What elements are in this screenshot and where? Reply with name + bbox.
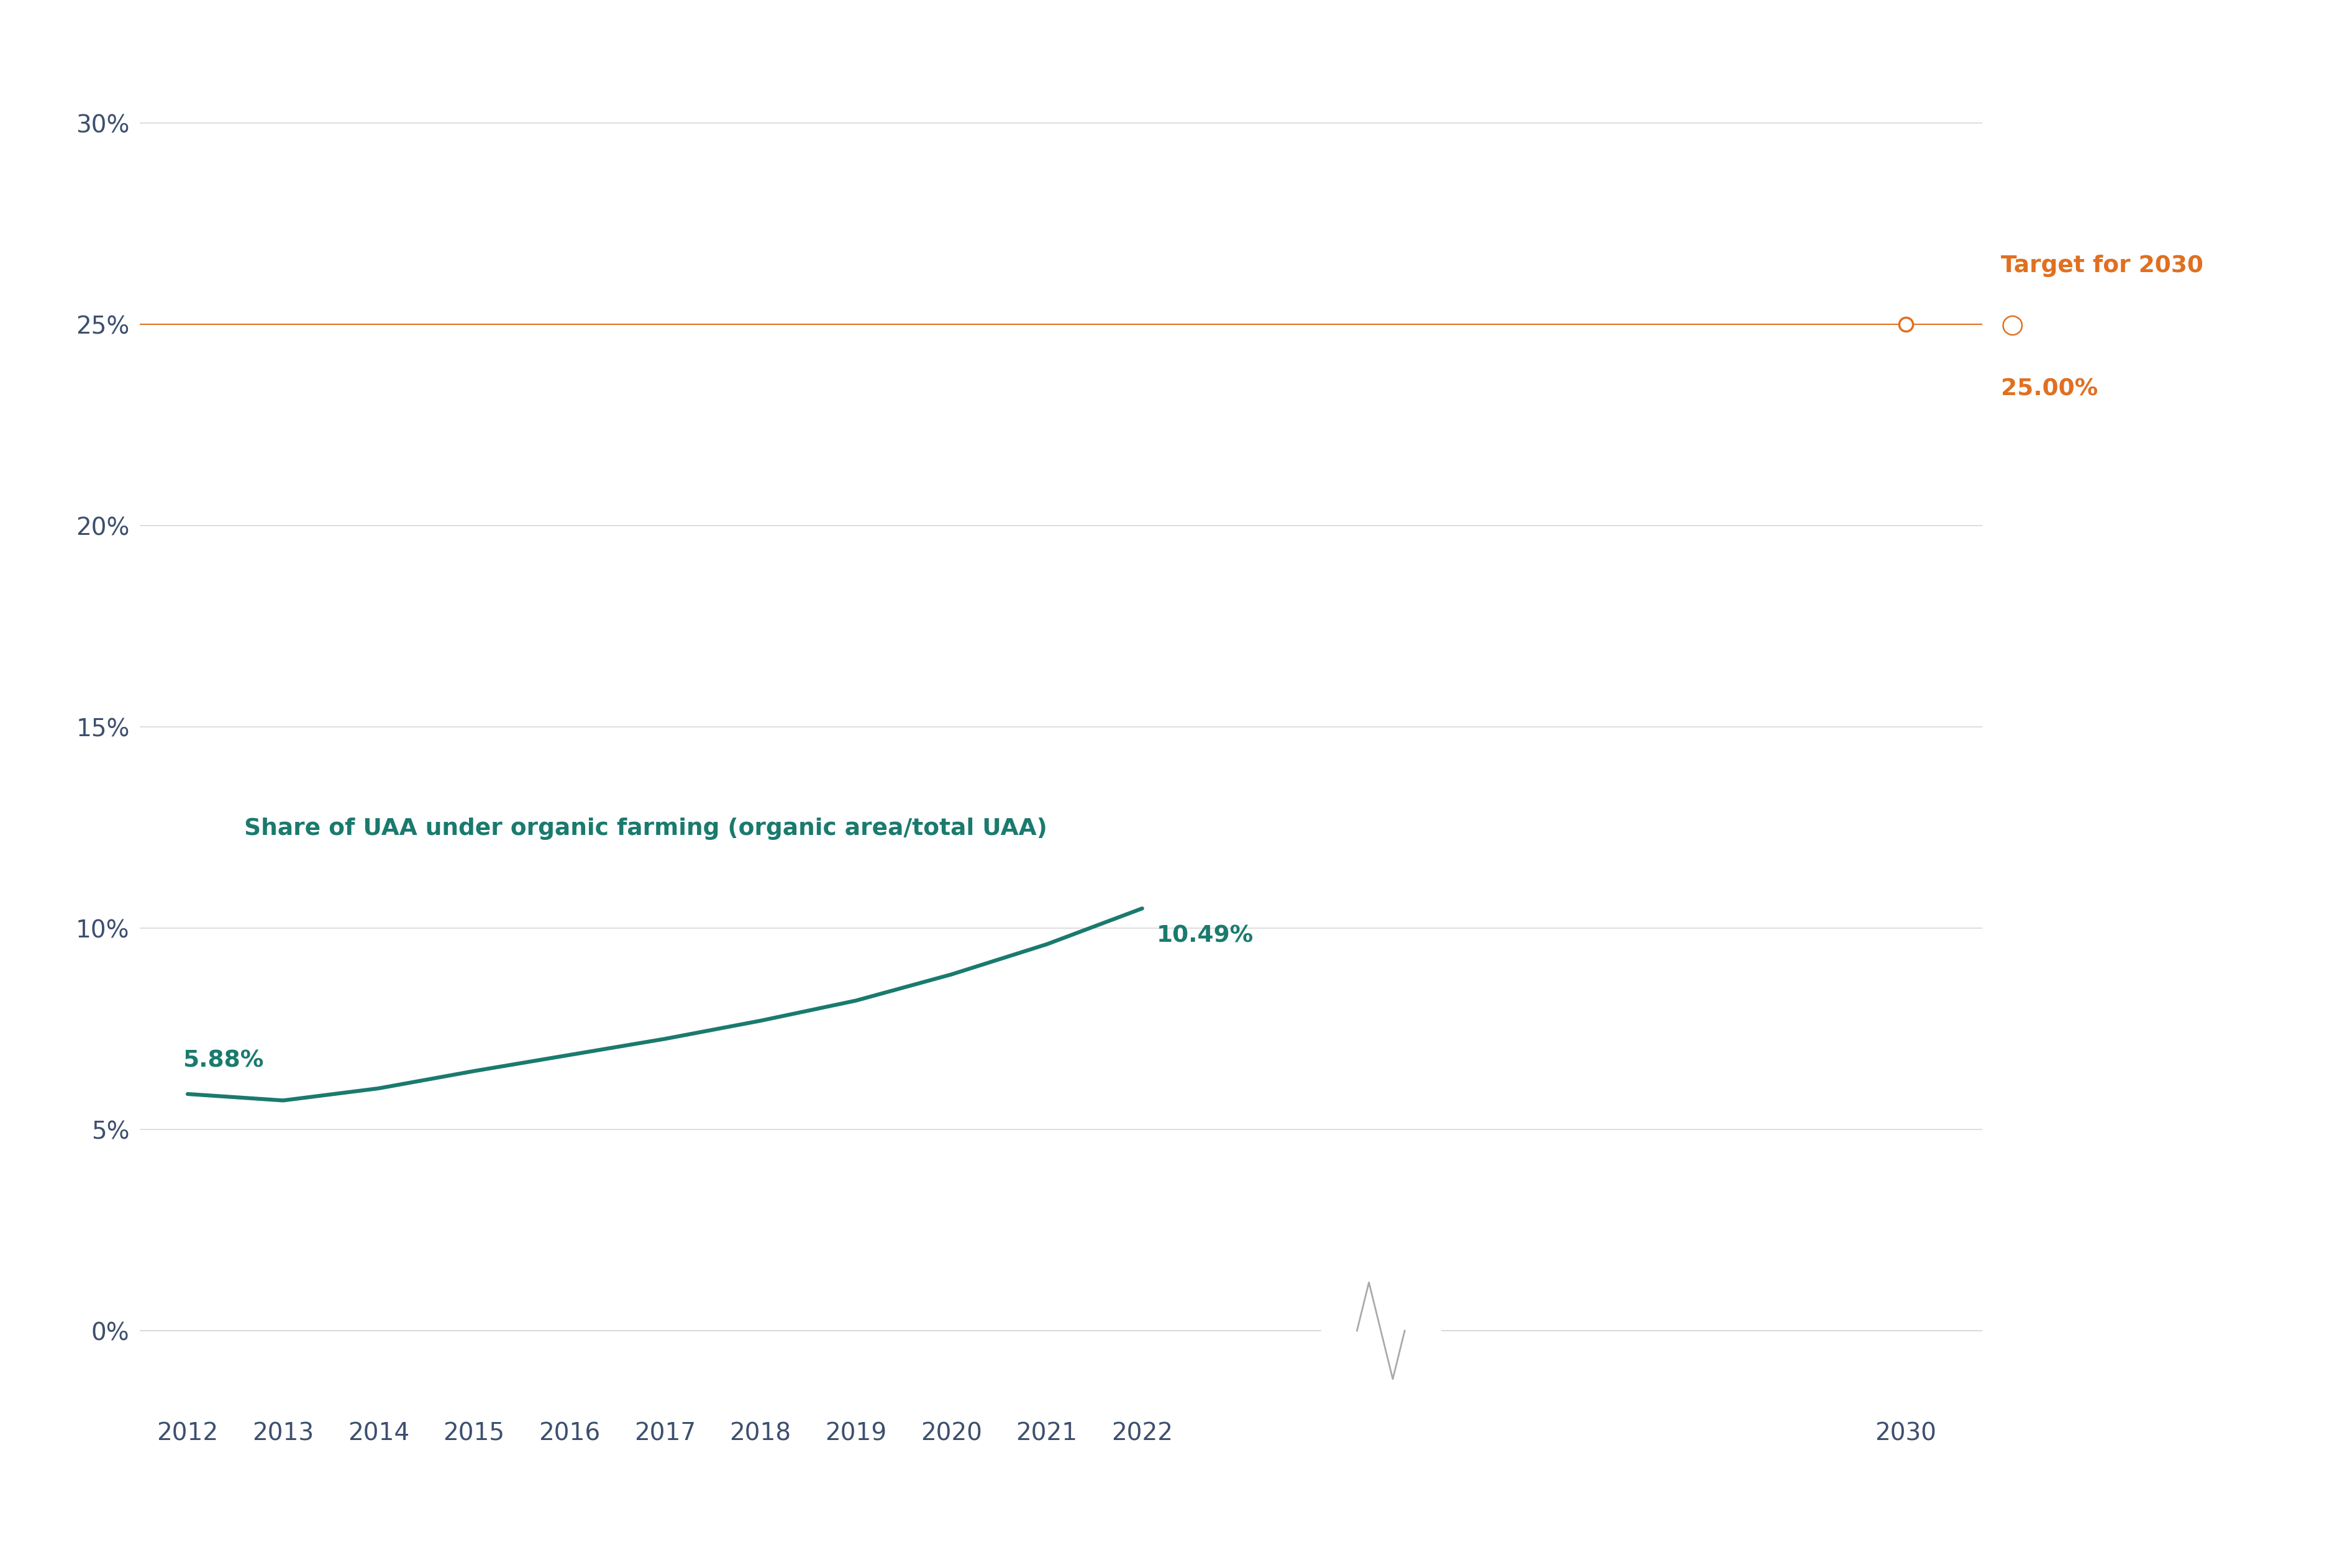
Text: 5.88%: 5.88%: [182, 1049, 264, 1073]
Text: Share of UAA under organic farming (organic area/total UAA): Share of UAA under organic farming (orga…: [245, 817, 1047, 839]
Text: Target for 2030: Target for 2030: [2001, 256, 2204, 278]
Text: 10.49%: 10.49%: [1157, 925, 1255, 947]
Text: 25.00%: 25.00%: [2001, 378, 2099, 401]
Text: ○: ○: [2001, 312, 2024, 337]
